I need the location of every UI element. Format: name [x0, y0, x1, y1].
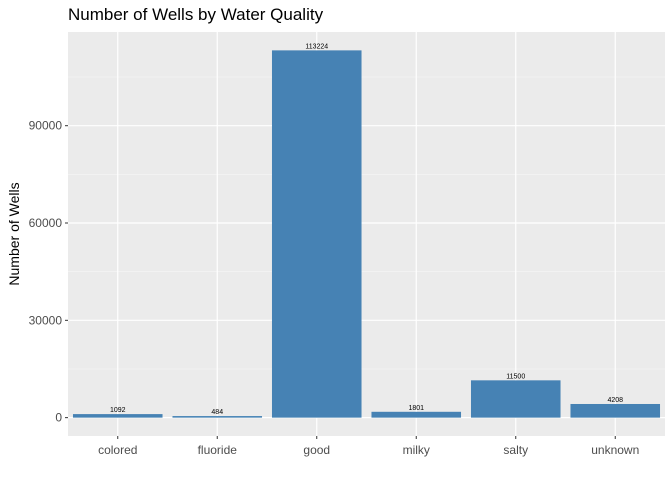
x-tick-label-milky: milky — [403, 443, 430, 457]
data-label-good: 113224 — [305, 43, 328, 50]
x-tick-label-salty: salty — [503, 443, 528, 457]
bar-milky — [371, 411, 462, 418]
bar-salty — [470, 380, 561, 418]
data-label-milky: 1801 — [408, 405, 424, 412]
bar-colored — [72, 414, 163, 418]
y-tick-label: 60000 — [29, 216, 63, 230]
x-tick-label-unknown: unknown — [591, 443, 639, 457]
chart-title: Number of Wells by Water Quality — [68, 5, 324, 24]
bar-good — [271, 50, 362, 418]
x-tick-label-good: good — [303, 443, 330, 457]
data-label-fluoride: 484 — [211, 409, 223, 416]
x-tick-label-colored: colored — [98, 443, 137, 457]
bar-fluoride — [172, 416, 263, 418]
bar-unknown — [570, 403, 661, 418]
y-axis-title: Number of Wells — [6, 182, 22, 285]
x-tick-label-fluoride: fluoride — [198, 443, 238, 457]
y-tick-label: 30000 — [29, 313, 63, 327]
y-tick-label: 90000 — [29, 119, 63, 133]
plot-panel — [68, 32, 665, 436]
data-label-colored: 1092 — [110, 407, 126, 414]
y-tick-label: 0 — [55, 411, 62, 425]
data-label-unknown: 4208 — [607, 397, 623, 404]
data-label-salty: 11500 — [506, 373, 525, 380]
